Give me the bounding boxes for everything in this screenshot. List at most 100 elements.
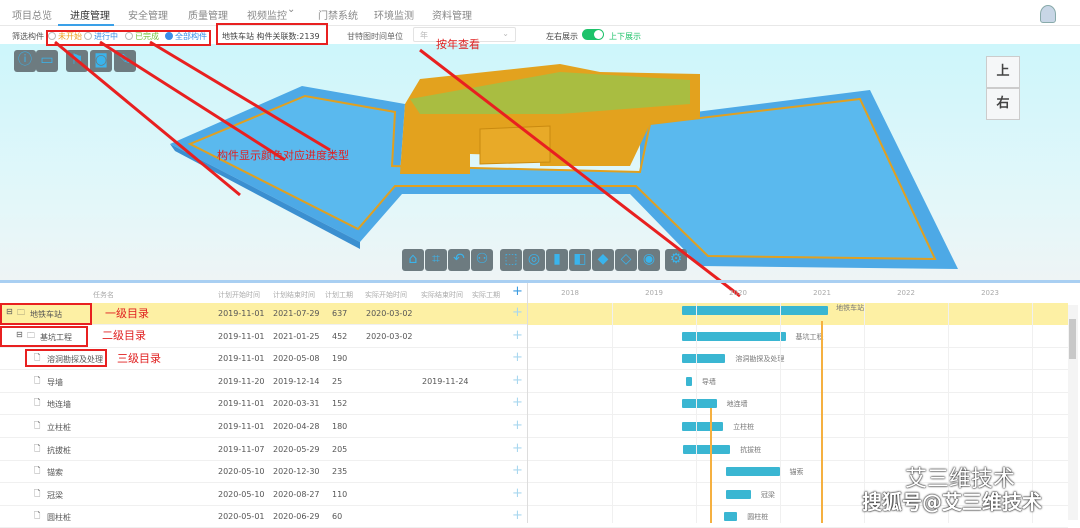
gantt-bar[interactable] (681, 399, 717, 409)
dependency-line (821, 321, 823, 523)
pen-icon[interactable]: ✎ (114, 50, 136, 72)
view-cube-top[interactable]: 上 (986, 56, 1020, 88)
year-header: 2021 (813, 289, 831, 297)
task-name: 立柱桩 (47, 423, 71, 432)
column-header-2[interactable]: 计划结束时间 (273, 291, 315, 299)
add-subtask-icon[interactable]: + (512, 350, 523, 366)
fit-icon[interactable]: ⌗ (425, 249, 447, 271)
table-row[interactable]: 🗋 抗拔桩 2019-11-07 2020-05-29 205 + (0, 439, 1068, 461)
column-header-1[interactable]: 计划开始时间 (218, 291, 260, 299)
gantt-bar-label: 导墙 (701, 377, 716, 386)
table-row[interactable]: 🗋 锚索 2020-05-10 2020-12-30 235 + (0, 461, 1068, 484)
annotation-box-level3 (25, 349, 107, 367)
time-unit-select[interactable]: 年 ⌄ (413, 27, 516, 42)
user-avatar[interactable] (1040, 5, 1056, 23)
hide-icon[interactable]: ◎ (523, 249, 545, 271)
table-row[interactable]: 🗋 冠梁 2020-05-10 2020-08-27 110 + (0, 484, 1068, 506)
radio-icon[interactable] (84, 32, 92, 40)
cell-plan-end: 2019-12-14 (273, 376, 320, 386)
home-icon[interactable]: ⌂ (402, 249, 424, 271)
column-header-5[interactable]: 实际结束时间 (421, 291, 463, 299)
add-subtask-icon[interactable]: + (512, 485, 523, 501)
table-row[interactable]: 🗋 立柱桩 2019-11-01 2020-04-28 180 + (0, 416, 1068, 438)
time-unit-value: 年 (420, 31, 428, 40)
gantt-bar[interactable] (725, 467, 780, 477)
gantt-bar[interactable] (723, 512, 738, 522)
cell-plan-start: 2020-05-10 (218, 489, 265, 499)
collapse-icon[interactable]: ⊟ (16, 329, 23, 339)
gantt-bar[interactable] (683, 444, 731, 454)
table-row[interactable]: ⊟ 🗀 基坑工程 2019-11-01 2021-01-25 452 2020-03-02 + (0, 326, 1068, 348)
wireframe-icon[interactable]: ◇ (615, 249, 637, 271)
model-viewer[interactable]: ⓘ ▭ ⚑ ◙ ✎ ⌂ ⌗ ↶ ⚇ ⬚ ◎ ▮ ◧ ◆ ◇ ◉ ⚙ 上 右 (0, 44, 1080, 280)
column-header-0[interactable]: 任务名 (93, 291, 114, 299)
component-count-info: 地铁车站 构件关联数:2139 (222, 32, 320, 41)
gantt-bar[interactable] (681, 422, 724, 431)
cell-plan-days: 190 (332, 354, 348, 364)
nav-item-2[interactable]: 安全管理 (128, 11, 168, 22)
table-row[interactable]: 🗋 地连墙 2019-11-01 2020-03-31 152 + (0, 393, 1068, 416)
layout-toggle[interactable] (582, 29, 604, 40)
add-subtask-icon[interactable]: + (512, 395, 523, 411)
watermark-line2: 搜狐号@艾三维技术 (862, 490, 1042, 514)
gantt-bar[interactable] (725, 489, 751, 499)
cell-plan-days: 25 (332, 376, 343, 386)
folder-icon: 🗀 (17, 308, 25, 317)
add-subtask-icon[interactable]: + (512, 418, 523, 433)
radio-icon[interactable] (165, 32, 173, 40)
collapse-icon[interactable]: ⊟ (6, 307, 13, 316)
task-name: 锚索 (47, 468, 63, 478)
column-header-3[interactable]: 计划工期 (325, 291, 353, 299)
gantt-bar[interactable] (681, 354, 726, 364)
gantt-bar[interactable] (681, 306, 829, 315)
cube-icon[interactable]: ◆ (592, 249, 614, 271)
nav-item-4[interactable]: 视频监控 (247, 11, 287, 22)
add-task-icon[interactable]: + (512, 284, 523, 299)
add-subtask-icon[interactable]: + (512, 463, 523, 479)
time-unit-label: 甘特图时间单位 (347, 32, 403, 41)
nav-item-3[interactable]: 质量管理 (188, 11, 228, 22)
add-subtask-icon[interactable]: + (512, 508, 523, 524)
file-icon: 🗋 (34, 443, 41, 453)
info-icon[interactable]: ⓘ (14, 50, 36, 72)
box-icon[interactable]: ◧ (569, 249, 591, 271)
gantt-scrollbar[interactable] (1068, 305, 1078, 520)
nav-item-6[interactable]: 环境监测 (374, 11, 414, 22)
cell-plan-days: 60 (332, 512, 343, 522)
select-icon[interactable]: ⬚ (500, 249, 522, 271)
settings-icon[interactable]: ⚙ (665, 249, 687, 271)
nav-item-1[interactable]: 进度管理 (70, 11, 110, 22)
walk-icon[interactable]: ⚇ (471, 249, 493, 271)
gantt-bar[interactable] (681, 331, 786, 341)
gantt-bar[interactable] (686, 376, 692, 386)
filter-option-1[interactable]: 进行中 (84, 31, 118, 42)
undo-icon[interactable]: ↶ (448, 249, 470, 271)
cell-plan-days: 637 (332, 309, 348, 318)
camera-icon[interactable]: ◙ (90, 50, 112, 72)
view-cube-right[interactable]: 右 (986, 88, 1020, 120)
nav-item-5[interactable]: 门禁系统 (318, 11, 358, 22)
column-header-4[interactable]: 实际开始时间 (365, 291, 407, 299)
nav-item-0[interactable]: 项目总览 (12, 11, 52, 22)
ruler-icon[interactable]: ▭ (36, 50, 58, 72)
filter-option-0[interactable]: 未开始 (48, 31, 82, 42)
add-subtask-icon[interactable]: + (512, 305, 523, 320)
bookmark-icon[interactable]: ⚑ (66, 50, 88, 72)
cell-plan-end: 2020-03-31 (273, 399, 320, 409)
table-row[interactable]: 🗋 导墙 2019-11-20 2019-12-14 25 2019-11-24 + (0, 371, 1068, 393)
year-gridline (780, 303, 781, 523)
radio-icon[interactable] (125, 32, 133, 40)
add-subtask-icon[interactable]: + (512, 327, 523, 343)
add-subtask-icon[interactable]: + (512, 372, 523, 388)
table-row[interactable]: 🗋 溶洞勘探及处理 2019-11-01 2020-05-08 190 + (0, 348, 1068, 371)
palette-icon[interactable]: ◉ (638, 249, 660, 271)
filter-option-2[interactable]: 已完成 (125, 31, 159, 42)
nav-item-7[interactable]: 资料管理 (432, 11, 472, 22)
filter-option-3[interactable]: 全部构件 (165, 31, 207, 42)
task-name: 溶洞勘探及处理 (47, 355, 103, 365)
radio-icon[interactable] (48, 32, 56, 40)
section-icon[interactable]: ▮ (546, 249, 568, 271)
add-subtask-icon[interactable]: + (512, 440, 523, 456)
cell-plan-start: 2019-11-01 (218, 399, 265, 409)
column-header-6[interactable]: 实际工期 (472, 291, 500, 299)
